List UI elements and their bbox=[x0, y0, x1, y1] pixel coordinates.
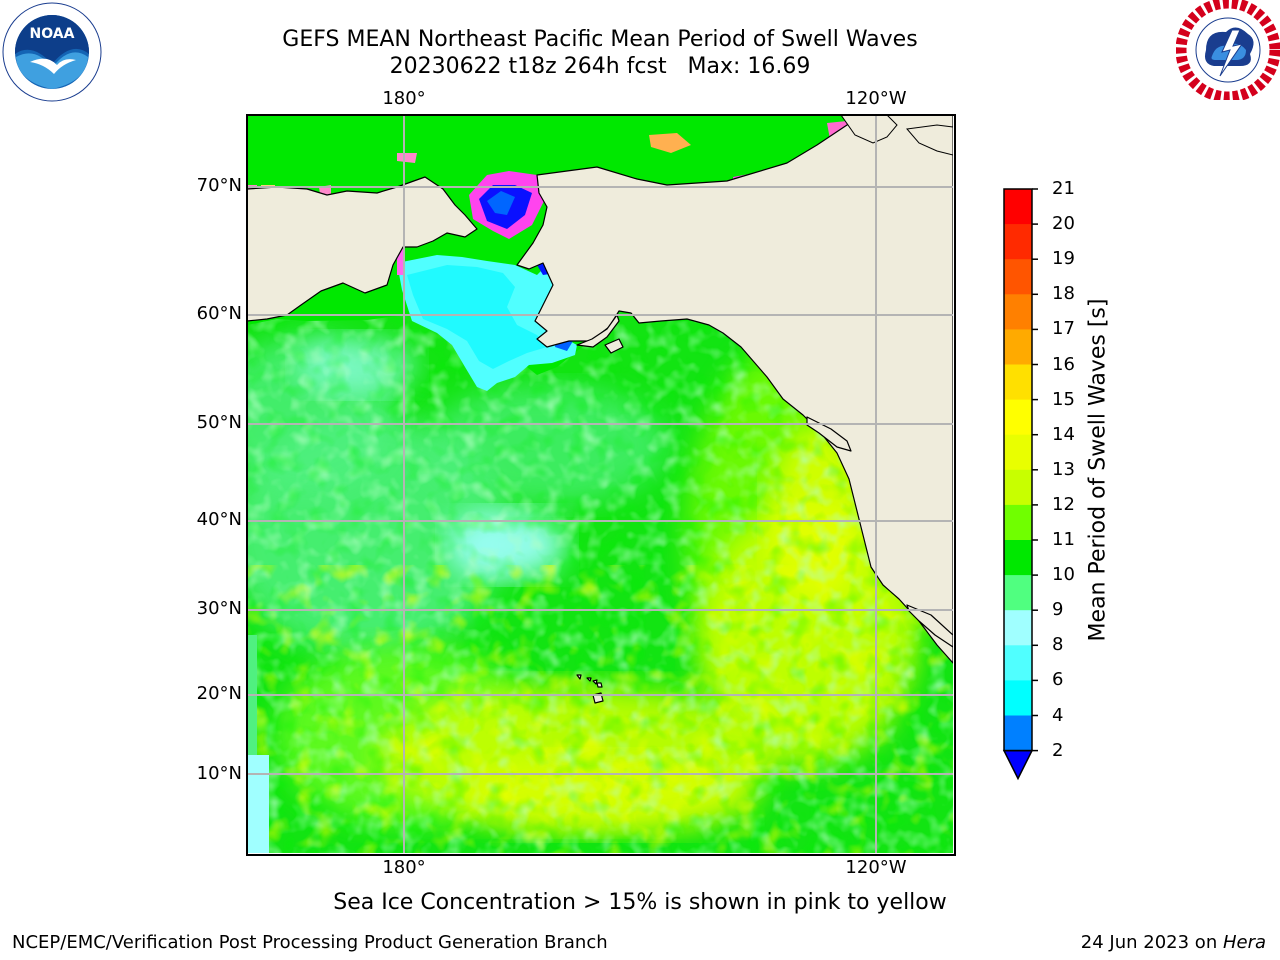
credit-text: NCEP/EMC/Verification Post Processing Pr… bbox=[12, 932, 608, 953]
colorbar-segment bbox=[1004, 224, 1032, 260]
colorbar-tick-label: 15 bbox=[1052, 388, 1075, 410]
lat-label-20n: 20°N bbox=[196, 683, 242, 704]
lon-label-bottom-180: 180° bbox=[382, 857, 426, 878]
map-canvas bbox=[247, 115, 953, 853]
colorbar-segment bbox=[1004, 469, 1032, 506]
lon-label-bottom-120w: 120°W bbox=[845, 857, 907, 878]
colorbar-tick-label: 21 bbox=[1052, 178, 1075, 199]
colorbar-tick-label: 17 bbox=[1052, 318, 1075, 340]
colorbar-tick-label: 16 bbox=[1052, 353, 1075, 375]
colorbar-tick-label: 13 bbox=[1052, 458, 1075, 480]
nws-logo bbox=[1176, 0, 1280, 100]
colorbar-segment bbox=[1004, 504, 1032, 541]
lat-label-10n: 10°N bbox=[196, 763, 242, 784]
colorbar-segment bbox=[1004, 329, 1032, 365]
colorbar-title: Mean Period of Swell Waves [s] bbox=[1085, 298, 1111, 642]
colorbar-tick-label: 2 bbox=[1052, 739, 1064, 761]
colorbar-segment bbox=[1004, 540, 1032, 576]
colorbar-tick-label: 18 bbox=[1052, 283, 1075, 305]
colorbar-segment bbox=[1004, 715, 1032, 752]
colorbar-tick-label: 9 bbox=[1052, 599, 1064, 621]
lat-label-60n: 60°N bbox=[196, 303, 242, 324]
lon-label-top-180: 180° bbox=[382, 88, 426, 109]
swell-period-map bbox=[247, 115, 953, 853]
colorbar-segment bbox=[1004, 294, 1032, 330]
colorbar-segment bbox=[1004, 364, 1032, 401]
machine-name: Hera bbox=[1222, 932, 1266, 953]
colorbar-segment bbox=[1004, 434, 1032, 471]
noaa-logo: NOAA bbox=[2, 2, 102, 102]
colorbar-segment bbox=[1004, 189, 1032, 225]
chart-subtitle: 20230622 t18z 264h fcst Max: 16.69 bbox=[389, 54, 811, 79]
chart-title: GEFS MEAN Northeast Pacific Mean Period … bbox=[282, 27, 918, 52]
lat-label-40n: 40°N bbox=[196, 509, 242, 530]
lat-label-70n: 70°N bbox=[196, 175, 242, 196]
colorbar-segment bbox=[1004, 645, 1032, 681]
colorbar-extend-triangle bbox=[1002, 749, 1034, 781]
date-stamp: 24 Jun 2023 on Hera bbox=[1081, 932, 1266, 953]
colorbar bbox=[1002, 188, 1038, 781]
date-text: 24 Jun 2023 on bbox=[1080, 932, 1223, 953]
lat-label-50n: 50°N bbox=[196, 412, 242, 433]
colorbar-tick-label: 11 bbox=[1052, 529, 1075, 550]
colorbar-segment bbox=[1004, 680, 1032, 716]
svg-text:NOAA: NOAA bbox=[30, 26, 75, 42]
colorbar-segment bbox=[1004, 575, 1032, 611]
colorbar-tick-label: 19 bbox=[1052, 248, 1075, 270]
colorbar-tick-label: 14 bbox=[1052, 423, 1075, 445]
colorbar-tick-label: 8 bbox=[1052, 634, 1064, 656]
colorbar-segment bbox=[1004, 399, 1032, 436]
colorbar-segment bbox=[1004, 259, 1032, 295]
lon-label-top-120w: 120°W bbox=[845, 88, 907, 109]
lat-label-30n: 30°N bbox=[196, 598, 242, 619]
colorbar-tick-label: 4 bbox=[1052, 704, 1064, 726]
colorbar-segment bbox=[1004, 610, 1032, 646]
colorbar-tick-label: 10 bbox=[1052, 564, 1075, 586]
colorbar-tick-label: 12 bbox=[1052, 493, 1075, 515]
colorbar-tick-label: 6 bbox=[1052, 669, 1064, 691]
colorbar-tick-label: 20 bbox=[1052, 213, 1075, 235]
sea-ice-note: Sea Ice Concentration > 15% is shown in … bbox=[333, 890, 947, 915]
